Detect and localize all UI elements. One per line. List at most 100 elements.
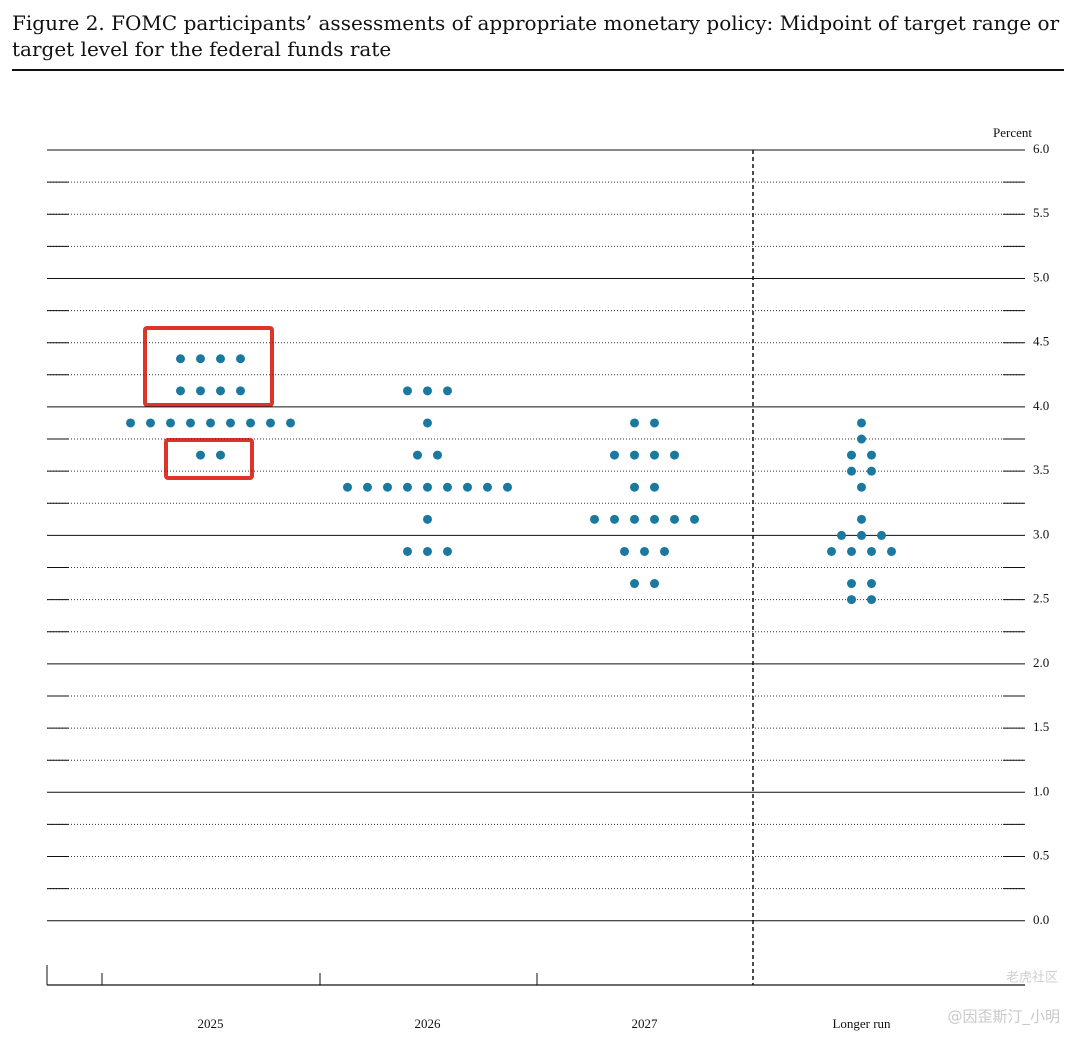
dot: [650, 418, 659, 428]
dot: [857, 530, 866, 540]
y-tick-label: 1.5: [1033, 719, 1049, 734]
dot: [363, 482, 372, 492]
y-tick-label: 5.0: [1033, 269, 1049, 284]
dot: [196, 386, 205, 396]
y-tick-label: 2.0: [1033, 655, 1049, 670]
dot: [650, 482, 659, 492]
dot: [867, 466, 876, 476]
dot: [343, 482, 352, 492]
y-tick-label: 4.0: [1033, 398, 1049, 413]
dot: [610, 450, 619, 460]
dot: [857, 482, 866, 492]
dot: [690, 514, 699, 524]
dot: [403, 482, 412, 492]
dot: [590, 514, 599, 524]
y-tick-label: 0.0: [1033, 912, 1049, 927]
x-tick-label: 2026: [415, 1016, 442, 1031]
dot: [186, 418, 195, 428]
dot: [867, 579, 876, 589]
dot: [463, 482, 472, 492]
dot: [837, 530, 846, 540]
dot: [196, 450, 205, 460]
y-axis-label: Percent: [993, 125, 1032, 140]
dot: [443, 482, 452, 492]
dot: [423, 514, 432, 524]
dot: [857, 514, 866, 524]
dot: [887, 546, 896, 556]
dot: [216, 450, 225, 460]
dot: [196, 354, 205, 364]
dot: [146, 418, 155, 428]
x-tick-label: 2027: [632, 1016, 659, 1031]
dot: [413, 450, 422, 460]
dot: [206, 418, 215, 428]
dot: [650, 450, 659, 460]
y-tick-label: 0.5: [1033, 848, 1049, 863]
dot: [236, 386, 245, 396]
dot: [630, 514, 639, 524]
dot: [266, 418, 275, 428]
dot: [867, 595, 876, 605]
dot: [383, 482, 392, 492]
dot: [827, 546, 836, 556]
dot: [216, 386, 225, 396]
dot: [423, 482, 432, 492]
y-tick-label: 4.5: [1033, 334, 1049, 349]
dot: [650, 514, 659, 524]
dot: [403, 386, 412, 396]
dot: [670, 514, 679, 524]
dot: [443, 546, 452, 556]
dot: [620, 546, 629, 556]
watermark: 老虎社区: [1006, 970, 1058, 986]
dot: [847, 466, 856, 476]
dot: [630, 579, 639, 589]
x-tick-label: 2025: [198, 1016, 224, 1031]
y-tick-label: 3.0: [1033, 526, 1049, 541]
dot: [423, 386, 432, 396]
dot: [176, 386, 185, 396]
dot: [443, 386, 452, 396]
dot: [176, 354, 185, 364]
dot: [423, 418, 432, 428]
y-tick-label: 2.5: [1033, 591, 1049, 606]
dot: [857, 418, 866, 428]
dot: [226, 418, 235, 428]
dot: [166, 418, 175, 428]
dot: [650, 579, 659, 589]
y-tick-label: 6.0: [1033, 141, 1049, 156]
dot: [630, 450, 639, 460]
dot: [246, 418, 255, 428]
dot: [236, 354, 245, 364]
y-tick-label: 5.5: [1033, 205, 1049, 220]
dot: [847, 579, 856, 589]
dot: [630, 482, 639, 492]
dot: [610, 514, 619, 524]
dot: [403, 546, 412, 556]
y-tick-label: 3.5: [1033, 462, 1049, 477]
x-tick-label: Longer run: [832, 1016, 891, 1031]
dot: [286, 418, 295, 428]
dot: [670, 450, 679, 460]
title-rule: [12, 69, 1064, 71]
dot: [216, 354, 225, 364]
dot: [433, 450, 442, 460]
dot: [503, 482, 512, 492]
dot: [847, 450, 856, 460]
dot: [857, 434, 866, 444]
dot: [660, 546, 669, 556]
dot: [847, 595, 856, 605]
dot: [867, 546, 876, 556]
dot: [877, 530, 886, 540]
dot: [867, 450, 876, 460]
highlight-box: [143, 326, 274, 407]
dot: [847, 546, 856, 556]
watermark: @因歪斯汀_小明: [947, 1008, 1060, 1027]
y-tick-label: 1.0: [1033, 783, 1049, 798]
highlight-box: [164, 438, 254, 480]
dot: [423, 546, 432, 556]
chart-title: Figure 2. FOMC participants’ assessments…: [12, 11, 1060, 61]
dot: [640, 546, 649, 556]
dot: [483, 482, 492, 492]
